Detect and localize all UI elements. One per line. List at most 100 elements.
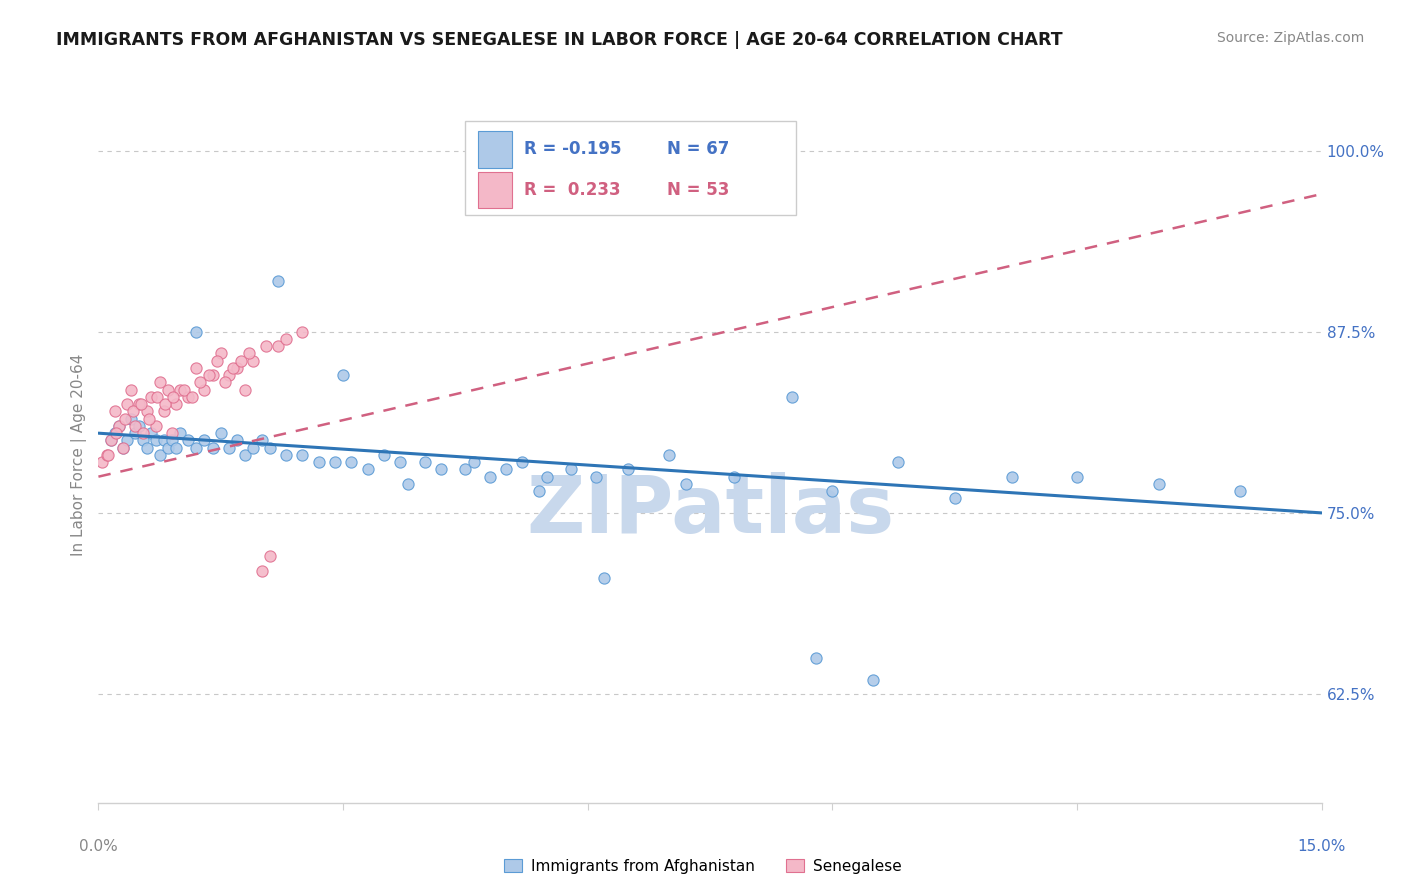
Point xyxy=(259,441,281,455)
Point xyxy=(165,441,187,455)
Point xyxy=(128,397,150,411)
Point xyxy=(675,476,697,491)
Point xyxy=(100,434,122,448)
Point xyxy=(145,434,167,448)
Y-axis label: In Labor Force | Age 20-64: In Labor Force | Age 20-64 xyxy=(72,354,87,556)
Text: N = 53: N = 53 xyxy=(668,181,730,199)
Point xyxy=(149,376,172,390)
Point xyxy=(723,469,745,483)
Point xyxy=(886,455,908,469)
Point xyxy=(181,390,204,404)
Point xyxy=(120,411,142,425)
Point xyxy=(152,434,174,448)
Point xyxy=(356,462,378,476)
Point xyxy=(373,448,395,462)
Point xyxy=(121,404,143,418)
Point xyxy=(186,325,208,339)
Point xyxy=(862,673,884,687)
Point xyxy=(267,274,290,288)
Point xyxy=(222,360,245,375)
Point xyxy=(100,434,122,448)
Point xyxy=(478,469,501,483)
Point xyxy=(193,434,215,448)
Point xyxy=(1066,469,1088,483)
Point xyxy=(254,339,277,353)
Point xyxy=(115,434,138,448)
Point xyxy=(593,571,616,585)
Point xyxy=(169,383,191,397)
Point xyxy=(97,448,120,462)
FancyBboxPatch shape xyxy=(465,121,796,215)
Point xyxy=(104,404,127,418)
Point xyxy=(124,418,146,433)
Point xyxy=(149,448,172,462)
Point xyxy=(274,448,297,462)
Point xyxy=(231,353,253,368)
Text: R =  0.233: R = 0.233 xyxy=(524,181,620,199)
Point xyxy=(259,549,281,564)
Point xyxy=(173,383,195,397)
Text: ZIPatlas: ZIPatlas xyxy=(526,472,894,549)
Point xyxy=(132,434,155,448)
Text: 15.0%: 15.0% xyxy=(1298,839,1346,854)
Point xyxy=(430,462,453,476)
Point xyxy=(141,390,163,404)
Point xyxy=(250,434,273,448)
Point xyxy=(205,353,228,368)
Point xyxy=(821,484,844,499)
Point xyxy=(413,455,436,469)
Point xyxy=(617,462,640,476)
Point xyxy=(209,346,232,360)
Point xyxy=(111,441,134,455)
Point xyxy=(389,455,412,469)
Point xyxy=(138,411,160,425)
Point xyxy=(943,491,966,506)
Point xyxy=(780,390,803,404)
Point xyxy=(218,441,240,455)
Point xyxy=(91,455,114,469)
Point xyxy=(560,462,582,476)
Text: Source: ZipAtlas.com: Source: ZipAtlas.com xyxy=(1216,31,1364,45)
Point xyxy=(108,418,131,433)
Point xyxy=(156,441,179,455)
Point xyxy=(177,434,200,448)
Text: N = 67: N = 67 xyxy=(668,140,730,159)
Point xyxy=(250,564,273,578)
Point xyxy=(291,325,314,339)
Point xyxy=(108,418,131,433)
Point xyxy=(141,426,163,441)
Point xyxy=(323,455,346,469)
Point xyxy=(136,441,159,455)
Point xyxy=(177,390,200,404)
Point xyxy=(1229,484,1251,499)
Point xyxy=(201,441,224,455)
Point xyxy=(226,434,249,448)
Point xyxy=(209,426,232,441)
Point xyxy=(201,368,224,383)
Point xyxy=(129,397,152,411)
Point xyxy=(136,404,159,418)
Point xyxy=(242,353,264,368)
Point xyxy=(146,390,169,404)
Point xyxy=(396,476,419,491)
Point xyxy=(188,376,212,390)
Point xyxy=(120,383,142,397)
Point xyxy=(226,360,249,375)
Point xyxy=(267,339,290,353)
Point xyxy=(132,426,155,441)
Point xyxy=(111,441,134,455)
Point xyxy=(145,418,167,433)
Point xyxy=(536,469,558,483)
Point xyxy=(308,455,330,469)
Point xyxy=(658,448,681,462)
Point xyxy=(197,368,219,383)
Point xyxy=(162,390,184,404)
Point xyxy=(1147,476,1170,491)
Point xyxy=(114,411,136,425)
Point xyxy=(115,397,138,411)
Point xyxy=(186,441,208,455)
Point xyxy=(160,426,183,441)
Text: R = -0.195: R = -0.195 xyxy=(524,140,621,159)
Point xyxy=(128,418,150,433)
Point xyxy=(233,448,256,462)
